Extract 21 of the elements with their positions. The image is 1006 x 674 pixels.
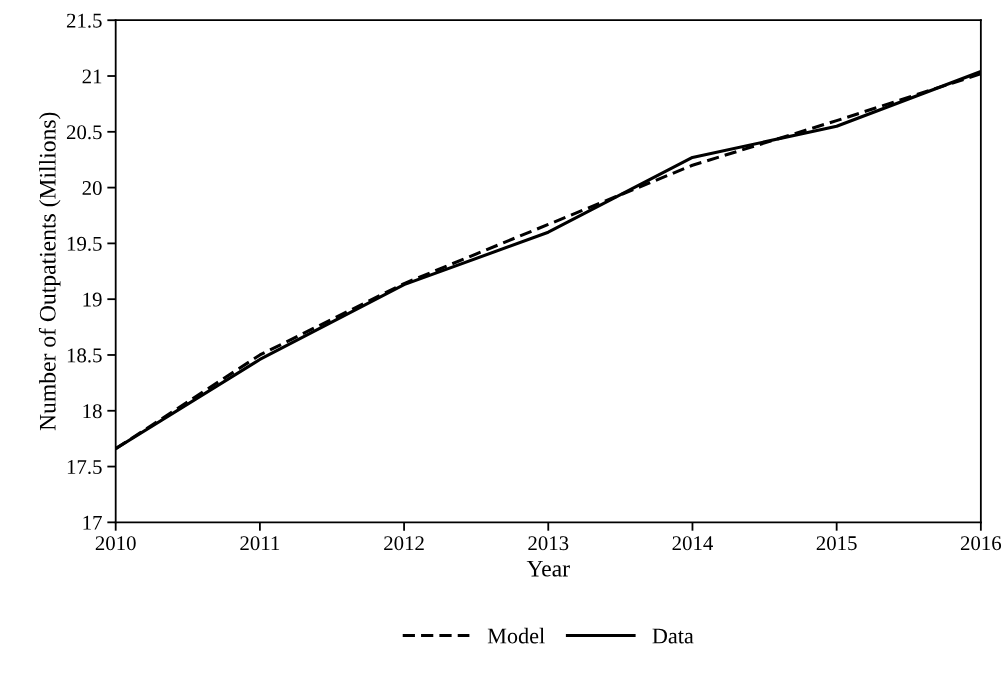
legend-label: Model: [487, 627, 545, 644]
y-tick-label: 18: [83, 404, 102, 419]
x-tick-label: 2010: [95, 536, 136, 551]
y-tick-label: 21: [82, 69, 102, 84]
y-tick-label: 17.5: [67, 460, 102, 475]
x-tick-label: 2014: [672, 536, 713, 551]
y-tick-label: 19.5: [67, 236, 102, 251]
y-tick-label: 20.5: [66, 125, 102, 140]
x-tick-label: 2016: [960, 536, 1002, 551]
y-tick-label: 21.5: [66, 13, 102, 28]
y-axis-title: Number of Outpatients (Millions): [38, 112, 61, 431]
x-tick-label: 2013: [528, 536, 569, 551]
y-tick-label: 20: [82, 180, 102, 196]
y-tick-label: 18.5: [67, 348, 102, 363]
legend-label: Data: [652, 628, 694, 644]
x-axis-title: Year: [526, 560, 570, 577]
x-tick-label: 2012: [384, 536, 424, 551]
x-tick-label: 2011: [240, 536, 280, 551]
y-tick-label: 17: [83, 515, 102, 530]
y-tick-label: 19: [83, 292, 102, 307]
x-tick-label: 2015: [816, 536, 857, 551]
